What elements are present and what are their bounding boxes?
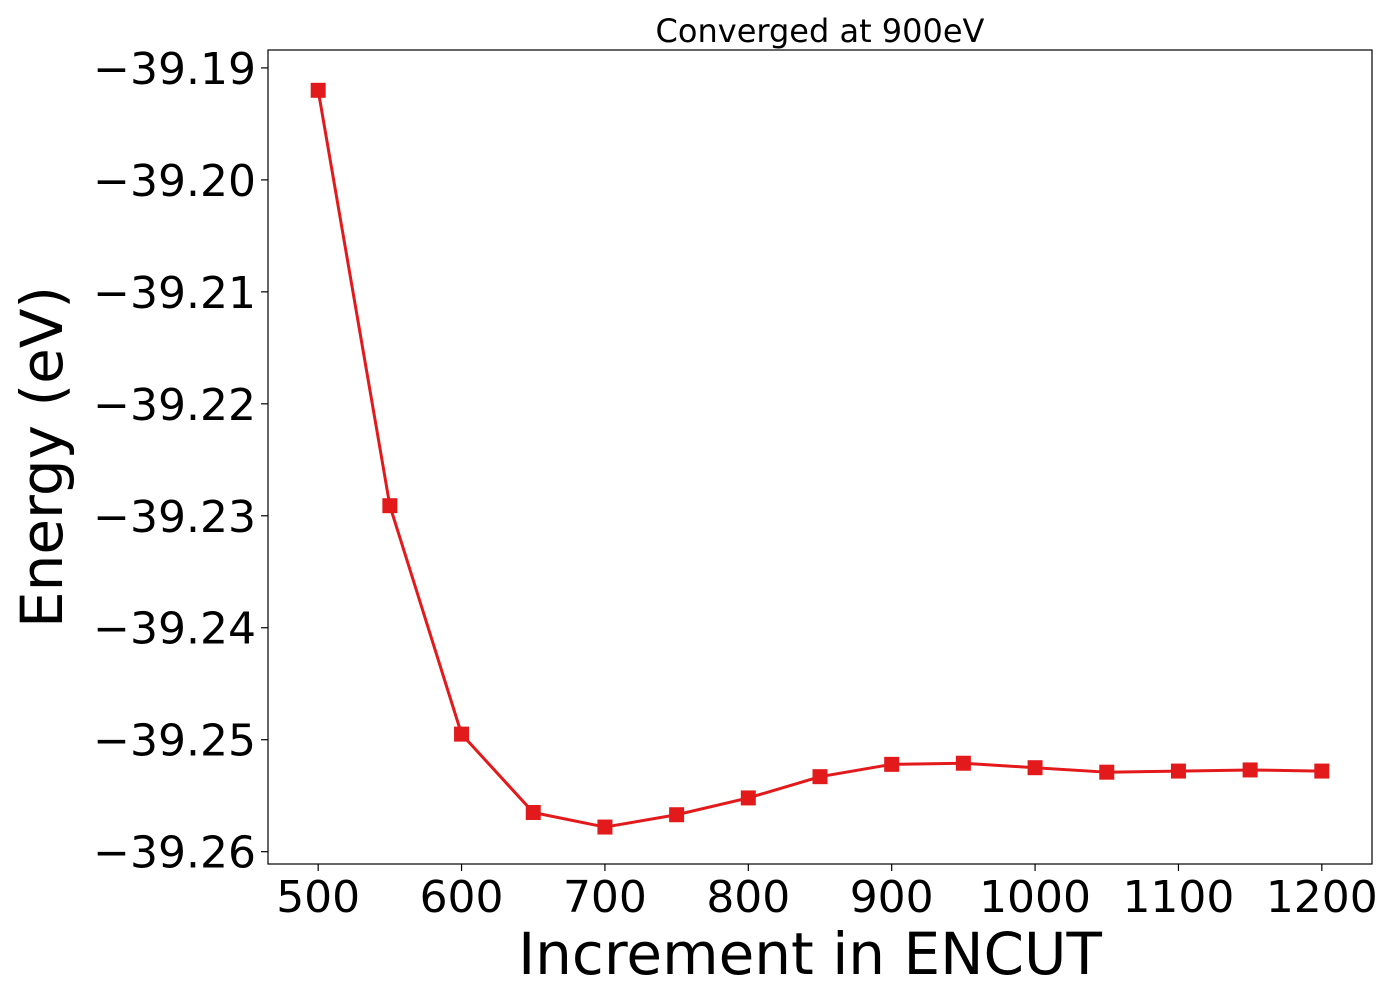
marks-layer xyxy=(310,82,1330,835)
y-axis: −39.26 −39.25 −39.24 −39.23 −39.22 −39.21 −39.… xyxy=(93,44,268,879)
x-tick-label: 500 xyxy=(276,872,360,923)
y-tick-label: −39.24 xyxy=(93,604,256,655)
x-tick-label: 1200 xyxy=(1266,872,1378,923)
data-point-marker xyxy=(669,807,685,823)
y-tick-label: −39.20 xyxy=(93,156,256,207)
x-tick-label: 1000 xyxy=(979,872,1091,923)
data-point-marker xyxy=(1099,764,1115,780)
y-tick-label: −39.25 xyxy=(93,716,256,767)
data-point-marker xyxy=(597,819,613,835)
data-point-marker xyxy=(1314,763,1330,779)
data-point-marker xyxy=(1170,763,1186,779)
data-point-marker xyxy=(454,726,470,742)
x-tick-label: 1100 xyxy=(1122,872,1234,923)
data-point-marker xyxy=(884,756,900,772)
x-tick-label: 800 xyxy=(706,872,790,923)
y-tick-label: −39.26 xyxy=(93,828,256,879)
data-point-marker xyxy=(310,82,326,98)
data-point-marker xyxy=(812,769,828,785)
data-point-marker xyxy=(740,790,756,806)
y-tick-label: −39.23 xyxy=(93,492,256,543)
chart-title: Converged at 900eV xyxy=(656,12,985,50)
y-tick-label: −39.19 xyxy=(93,44,256,95)
x-axis: 500 600 700 800 900 1000 1100 1200 xyxy=(276,864,1378,923)
data-point-marker xyxy=(1027,760,1043,776)
y-axis-title: Energy (eV) xyxy=(8,286,76,628)
x-tick-label: 600 xyxy=(420,872,504,923)
y-tick-label: −39.21 xyxy=(93,268,256,319)
x-tick-label: 700 xyxy=(563,872,647,923)
data-point-marker xyxy=(382,498,398,514)
data-point-marker xyxy=(1242,762,1258,778)
plot-frame xyxy=(267,49,1373,865)
data-point-marker xyxy=(525,804,541,820)
data-point-marker xyxy=(955,755,971,771)
x-tick-label: 900 xyxy=(850,872,934,923)
y-tick-label: −39.22 xyxy=(93,380,256,431)
x-axis-title: Increment in ENCUT xyxy=(518,920,1102,988)
